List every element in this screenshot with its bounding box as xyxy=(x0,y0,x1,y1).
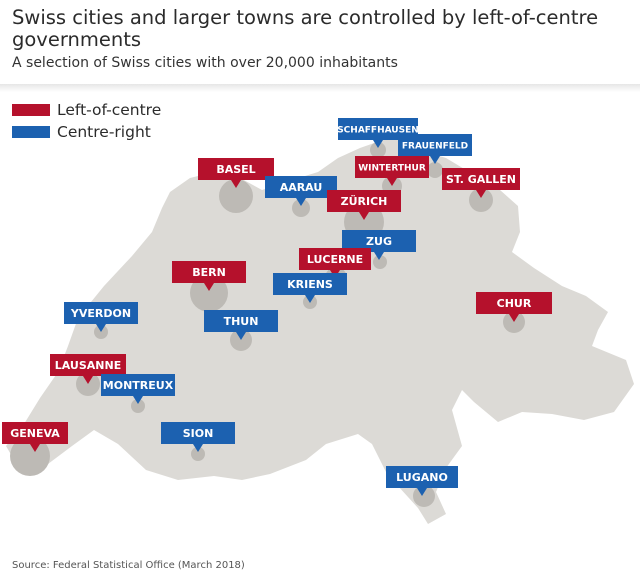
city-marker-frauenfeld: FRAUENFELD xyxy=(398,134,472,164)
city-pointer-bern xyxy=(204,283,214,291)
city-circle-aarau xyxy=(292,199,310,217)
legend-item-left: Left-of-centre xyxy=(12,101,161,119)
city-circle-frauenfeld xyxy=(427,162,443,178)
city-pointer-aarau xyxy=(296,198,306,206)
legend-swatch-right xyxy=(12,126,50,138)
city-pointer-frauenfeld xyxy=(430,156,440,164)
city-name-lugano: LUGANO xyxy=(396,471,448,484)
city-label-box-winterthur xyxy=(355,156,429,178)
city-label-box-zug xyxy=(342,230,416,252)
city-pointer-geneva xyxy=(30,444,40,452)
city-pointer-thun xyxy=(236,332,246,340)
city-circle-bern xyxy=(190,274,228,312)
city-label-box-aarau xyxy=(265,176,337,198)
city-pointer-lugano xyxy=(417,488,427,496)
city-label-box-geneva xyxy=(2,422,68,444)
city-name-lucerne: LUCERNE xyxy=(307,253,363,266)
legend-item-right: Centre-right xyxy=(12,123,151,141)
legend-label-right: Centre-right xyxy=(57,123,151,141)
city-circle-schaffhausen xyxy=(370,142,386,158)
city-name-geneva: GENEVA xyxy=(10,427,60,440)
city-label-box-montreux xyxy=(101,374,175,396)
city-name-aarau: AARAU xyxy=(280,181,323,194)
city-pointer-zug xyxy=(374,252,384,260)
city-label-box-yverdon xyxy=(64,302,138,324)
map-title: Swiss cities and larger towns are contro… xyxy=(12,6,599,51)
city-pointer-zurich xyxy=(359,212,369,220)
city-pointer-schaffhausen xyxy=(373,140,383,148)
city-marker-yverdon: YVERDON xyxy=(64,302,138,332)
legend-label-left: Left-of-centre xyxy=(57,101,162,119)
city-circle-lugano xyxy=(413,485,435,507)
legend-swatch-left xyxy=(12,104,50,116)
city-circle-montreux xyxy=(131,399,145,413)
city-marker-lugano: LUGANO xyxy=(386,466,458,496)
city-circle-sion xyxy=(191,447,205,461)
city-name-lausanne: LAUSANNE xyxy=(55,359,121,372)
city-marker-kriens: KRIENS xyxy=(273,273,347,303)
city-marker-geneva: GENEVA xyxy=(2,422,68,452)
city-marker-st-gallen: ST. GALLEN xyxy=(442,168,520,198)
city-pointer-st-gallen xyxy=(476,190,486,198)
city-label-box-bern xyxy=(172,261,246,283)
city-pointer-lausanne xyxy=(83,376,93,384)
city-name-chur: CHUR xyxy=(497,297,532,310)
city-marker-aarau: AARAU xyxy=(265,176,337,206)
city-marker-montreux: MONTREUX xyxy=(101,374,175,404)
city-pointer-chur xyxy=(509,314,519,322)
city-pointer-basel xyxy=(231,180,241,188)
city-marker-chur: CHUR xyxy=(476,292,552,322)
city-label-box-chur xyxy=(476,292,552,314)
city-label-box-kriens xyxy=(273,273,347,295)
city-label-box-lugano xyxy=(386,466,458,488)
city-marker-lausanne: LAUSANNE xyxy=(50,354,126,384)
city-name-thun: THUN xyxy=(224,315,259,328)
city-marker-sion: SION xyxy=(161,422,235,452)
city-name-winterthur: WINTERTHUR xyxy=(358,163,426,173)
city-marker-bern: BERN xyxy=(172,261,246,291)
city-label-box-thun xyxy=(204,310,278,332)
city-pointer-kriens xyxy=(305,295,315,303)
city-label-box-st-gallen xyxy=(442,168,520,190)
city-marker-zurich: ZÜRICH xyxy=(327,190,401,220)
city-label-box-lausanne xyxy=(50,354,126,376)
city-label-box-sion xyxy=(161,422,235,444)
city-name-yverdon: YVERDON xyxy=(70,307,131,320)
city-name-schaffhausen: SCHAFFHAUSEN xyxy=(337,125,419,135)
source-note: Source: Federal Statistical Office (Marc… xyxy=(12,560,245,571)
city-marker-zug: ZUG xyxy=(342,230,416,260)
city-pointer-yverdon xyxy=(96,324,106,332)
city-marker-thun: THUN xyxy=(204,310,278,340)
city-name-sion: SION xyxy=(183,427,214,440)
city-label-box-lucerne xyxy=(299,248,371,270)
city-name-montreux: MONTREUX xyxy=(103,379,174,392)
city-name-st-gallen: ST. GALLEN xyxy=(446,173,516,186)
map-subtitle: A selection of Swiss cities with over 20… xyxy=(12,55,398,71)
city-name-bern: BERN xyxy=(192,266,226,279)
city-marker-winterthur: WINTERTHUR xyxy=(355,156,429,186)
city-name-kriens: KRIENS xyxy=(287,278,333,291)
city-marker-lucerne: LUCERNE xyxy=(299,248,371,278)
city-name-zurich: ZÜRICH xyxy=(341,194,388,208)
city-circle-geneva xyxy=(10,436,50,476)
city-name-frauenfeld: FRAUENFELD xyxy=(402,141,468,151)
city-pointer-winterthur xyxy=(387,178,397,186)
city-marker-basel: BASEL xyxy=(198,158,274,188)
city-label-box-zurich xyxy=(327,190,401,212)
city-pointer-sion xyxy=(193,444,203,452)
city-circle-st-gallen xyxy=(469,188,493,212)
city-circle-zug xyxy=(373,255,387,269)
city-name-zug: ZUG xyxy=(366,235,392,248)
city-pointer-montreux xyxy=(133,396,143,404)
city-name-basel: BASEL xyxy=(216,163,255,176)
city-label-box-frauenfeld xyxy=(398,134,472,156)
header-divider xyxy=(0,84,640,92)
city-label-box-basel xyxy=(198,158,274,180)
city-circle-basel xyxy=(219,179,253,213)
